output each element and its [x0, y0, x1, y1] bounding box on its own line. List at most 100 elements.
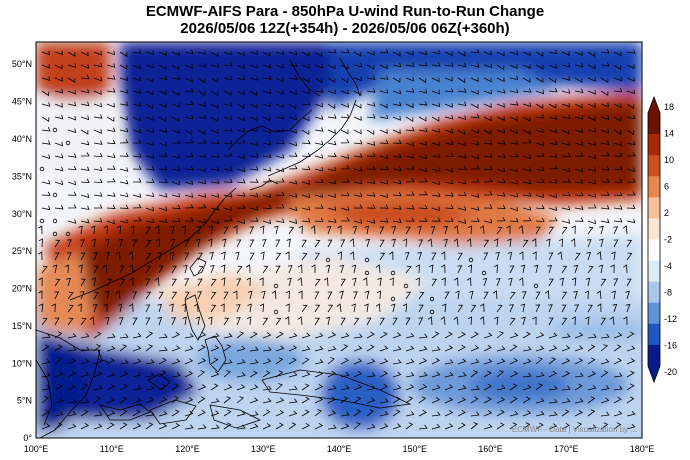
wind-barb	[223, 370, 231, 378]
wind-barb	[184, 88, 194, 93]
wind-barb	[405, 116, 414, 122]
wind-barb	[548, 64, 557, 69]
wind-barb	[626, 77, 635, 82]
wind-barb	[171, 204, 181, 210]
wind-barb	[574, 103, 583, 109]
wind-barb	[548, 317, 554, 326]
wind-barb	[41, 409, 50, 417]
lat-tick-35: 35°N	[12, 171, 32, 181]
wind-barb	[223, 317, 230, 326]
wind-barb	[535, 304, 541, 313]
wind-barb	[158, 357, 167, 365]
wind-barb	[509, 396, 518, 404]
wind-barb	[327, 103, 336, 110]
wind-barb	[314, 178, 324, 184]
wind-barb	[78, 264, 83, 274]
wind-barb	[262, 128, 271, 134]
wind-barb	[236, 116, 245, 122]
wind-barb	[93, 252, 98, 261]
wind-barb	[210, 278, 217, 287]
wind-barb	[600, 385, 610, 391]
wind-barb	[587, 409, 596, 417]
wind-barb	[158, 90, 167, 95]
wind-barb	[418, 317, 424, 326]
wind-barb	[119, 88, 129, 94]
wind-barb	[117, 303, 123, 313]
wind-barb	[613, 372, 623, 378]
wind-barb	[102, 264, 108, 274]
wind-barb	[470, 345, 480, 352]
wind-barb	[132, 153, 142, 158]
wind-barb	[325, 264, 331, 274]
wind-barb	[431, 116, 440, 122]
wind-barb	[184, 138, 194, 144]
wind-barb	[311, 264, 316, 273]
wind-barb	[54, 180, 64, 186]
wind-barb	[197, 167, 207, 173]
wind-barb	[405, 76, 415, 82]
wind-barb	[379, 398, 389, 404]
wind-barb	[351, 264, 357, 274]
wind-barb	[535, 204, 545, 210]
wind-barb	[596, 290, 602, 300]
wind-barb	[119, 192, 129, 198]
wind-barb	[466, 238, 472, 248]
wind-barb	[249, 127, 259, 132]
wind-barb	[301, 332, 311, 339]
wind-barb	[301, 371, 311, 378]
wind-barb	[132, 239, 138, 248]
wind-barb	[93, 50, 102, 56]
wind-barb	[509, 75, 519, 81]
wind-barb	[132, 49, 142, 54]
wind-barb	[66, 252, 72, 261]
wind-barb	[209, 251, 214, 261]
wind-barb	[522, 64, 531, 69]
wind-barb	[197, 265, 204, 274]
wind-barb	[288, 152, 298, 157]
wind-barb	[184, 64, 193, 69]
wind-barb	[197, 424, 207, 430]
wind-barb	[171, 129, 180, 134]
wind-barb	[470, 304, 477, 313]
wind-barb	[587, 344, 596, 352]
wind-barb	[587, 103, 596, 108]
wind-barb	[93, 114, 103, 119]
wind-barb	[235, 304, 241, 313]
wind-barb	[197, 409, 206, 417]
wind-barb	[613, 205, 623, 210]
wind-barb	[613, 103, 622, 109]
wind-barb	[288, 193, 298, 198]
wind-barb	[496, 217, 506, 222]
lat-tick-0: 0°	[23, 433, 32, 443]
wind-barb	[379, 165, 389, 171]
wind-barb	[509, 140, 519, 145]
wind-barb	[482, 277, 488, 287]
wind-barb	[314, 63, 323, 69]
wind-barb	[431, 153, 441, 158]
wind-barb	[392, 332, 402, 339]
wind-barb	[158, 333, 168, 339]
wind-barb	[366, 372, 376, 378]
wind-barb	[626, 140, 636, 146]
wind-barb	[171, 331, 180, 339]
wind-barb	[391, 238, 396, 248]
wind-barb	[67, 165, 77, 171]
wind-barb	[314, 252, 321, 261]
wind-barb	[106, 410, 116, 417]
wind-barb	[158, 103, 167, 108]
wind-barb	[314, 217, 324, 223]
wind-barb	[38, 290, 43, 299]
wind-barb	[546, 238, 551, 248]
wind-barb	[233, 225, 238, 234]
wind-barb	[587, 384, 597, 391]
wind-barb	[392, 139, 402, 144]
wind-barb	[301, 206, 311, 211]
wind-barb	[405, 165, 415, 170]
wind-barb	[208, 225, 214, 235]
wind-barb	[249, 346, 259, 352]
wind-barb	[470, 396, 479, 404]
wind-barb	[132, 204, 142, 209]
wind-barb	[561, 398, 571, 404]
wind-barb	[392, 179, 402, 185]
wind-barb	[535, 383, 544, 391]
